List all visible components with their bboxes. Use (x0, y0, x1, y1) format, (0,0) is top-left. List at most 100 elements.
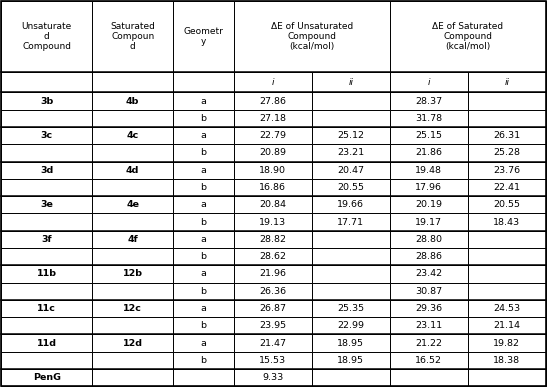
Bar (468, 369, 546, 386)
Bar (92, 369, 173, 386)
Bar (390, 162, 468, 179)
Bar (173, 214, 234, 231)
Bar (468, 72, 546, 92)
Text: 9.33: 9.33 (262, 373, 283, 382)
Text: 24.53: 24.53 (493, 304, 520, 313)
Bar (173, 196, 234, 214)
Text: b: b (200, 114, 206, 123)
Text: 22.79: 22.79 (259, 131, 286, 140)
Text: 12c: 12c (123, 304, 142, 313)
Bar (1, 369, 92, 386)
Bar (312, 352, 390, 369)
Bar (173, 179, 234, 196)
Bar (1, 283, 92, 300)
Text: 28.86: 28.86 (415, 252, 443, 261)
Text: 3c: 3c (40, 131, 53, 140)
Bar (390, 231, 468, 248)
Bar (390, 144, 468, 162)
Text: 26.87: 26.87 (259, 304, 286, 313)
Text: 21.86: 21.86 (415, 149, 443, 158)
Bar (468, 283, 546, 300)
Bar (312, 317, 390, 334)
Bar (468, 179, 546, 196)
Bar (312, 127, 390, 144)
Bar (234, 72, 312, 92)
Bar (92, 110, 173, 127)
Text: 3d: 3d (40, 166, 54, 175)
Bar (92, 265, 173, 283)
Text: 18.43: 18.43 (493, 217, 520, 226)
Bar (92, 334, 173, 352)
Text: 30.87: 30.87 (415, 287, 443, 296)
Text: b: b (200, 252, 206, 261)
Bar (234, 300, 312, 317)
Bar (92, 179, 173, 196)
Bar (173, 248, 234, 265)
Text: 11c: 11c (37, 304, 56, 313)
Bar (390, 127, 468, 144)
Bar (390, 369, 468, 386)
Text: 20.19: 20.19 (415, 200, 443, 209)
Text: i: i (272, 78, 274, 87)
Text: 26.31: 26.31 (493, 131, 520, 140)
Bar (1, 352, 92, 369)
Text: 25.28: 25.28 (493, 149, 520, 158)
Bar (312, 214, 390, 231)
Text: 26.36: 26.36 (259, 287, 287, 296)
Bar (312, 179, 390, 196)
Text: 16.52: 16.52 (415, 356, 443, 365)
Text: 20.55: 20.55 (337, 183, 364, 192)
Text: 21.22: 21.22 (415, 339, 443, 348)
Bar (1, 214, 92, 231)
Text: 28.62: 28.62 (259, 252, 286, 261)
Text: a: a (201, 166, 206, 175)
Bar (92, 72, 173, 92)
Bar (390, 1, 546, 72)
Text: 3f: 3f (42, 235, 52, 244)
Bar (468, 92, 546, 110)
Bar (234, 196, 312, 214)
Text: b: b (200, 287, 206, 296)
Bar (234, 369, 312, 386)
Bar (312, 300, 390, 317)
Bar (1, 92, 92, 110)
Text: 27.86: 27.86 (259, 97, 286, 106)
Text: b: b (200, 217, 206, 226)
Text: 28.37: 28.37 (415, 97, 443, 106)
Bar (1, 162, 92, 179)
Text: 4f: 4f (127, 235, 138, 244)
Bar (390, 72, 468, 92)
Text: ii: ii (348, 78, 353, 87)
Text: 22.99: 22.99 (337, 321, 364, 330)
Bar (234, 110, 312, 127)
Bar (312, 92, 390, 110)
Bar (234, 162, 312, 179)
Bar (390, 179, 468, 196)
Text: 23.95: 23.95 (259, 321, 287, 330)
Bar (312, 72, 390, 92)
Bar (390, 317, 468, 334)
Bar (173, 334, 234, 352)
Bar (312, 144, 390, 162)
Bar (92, 144, 173, 162)
Bar (1, 317, 92, 334)
Text: 3b: 3b (40, 97, 54, 106)
Text: a: a (201, 97, 206, 106)
Text: b: b (200, 321, 206, 330)
Text: 11b: 11b (37, 269, 57, 278)
Text: 18.95: 18.95 (337, 356, 364, 365)
Bar (390, 196, 468, 214)
Text: 4b: 4b (126, 97, 139, 106)
Text: a: a (201, 339, 206, 348)
Text: 20.89: 20.89 (259, 149, 286, 158)
Bar (468, 162, 546, 179)
Bar (468, 317, 546, 334)
Text: 21.96: 21.96 (259, 269, 286, 278)
Bar (468, 231, 546, 248)
Text: 23.42: 23.42 (415, 269, 443, 278)
Bar (468, 214, 546, 231)
Bar (92, 1, 173, 72)
Bar (390, 283, 468, 300)
Bar (92, 214, 173, 231)
Bar (1, 110, 92, 127)
